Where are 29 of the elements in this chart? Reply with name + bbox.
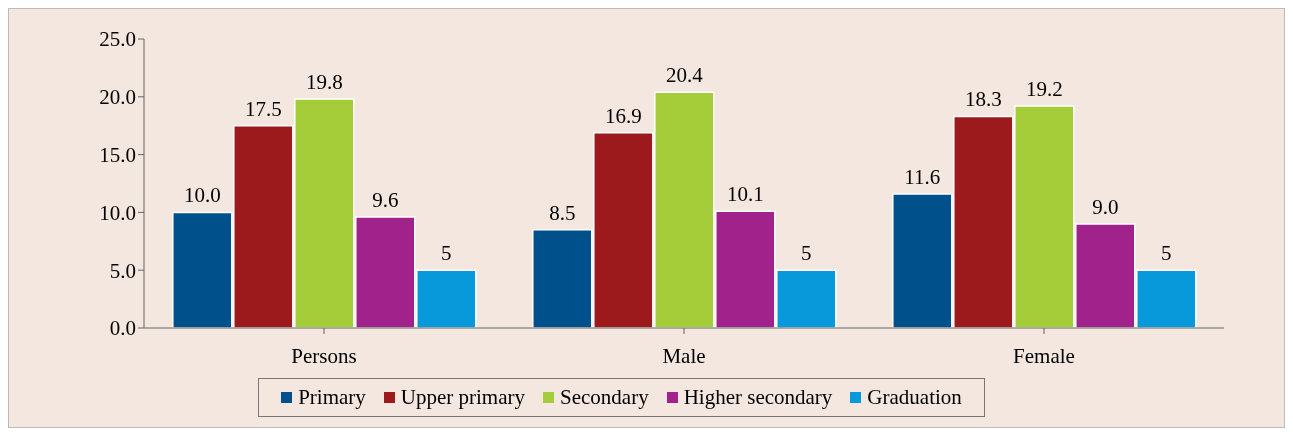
data-label: 9.6 <box>372 188 399 213</box>
data-label: 5 <box>441 241 452 266</box>
legend-label: Secondary <box>559 385 649 410</box>
data-label: 16.9 <box>604 103 642 128</box>
y-tick-label: 15.0 <box>99 143 136 168</box>
legend-label: Upper primary <box>399 385 526 410</box>
legend-label: Higher secondary <box>682 385 833 410</box>
data-label: 9.0 <box>1092 194 1119 219</box>
data-label: 19.8 <box>305 70 343 95</box>
legend-label: Graduation <box>866 385 962 410</box>
y-tick-label: 10.0 <box>99 200 136 225</box>
data-label: 10.0 <box>183 183 221 208</box>
y-tick-label: 25.0 <box>99 27 136 52</box>
x-tick-label: Persons <box>291 343 357 368</box>
legend-label: Primary <box>297 385 366 410</box>
y-tick-label: 5.0 <box>109 258 136 283</box>
data-label: 11.6 <box>904 164 941 189</box>
y-tick-label: 20.0 <box>99 85 136 110</box>
data-label: 10.1 <box>726 182 764 207</box>
data-label: 19.2 <box>1025 77 1063 102</box>
data-label: 20.4 <box>665 63 704 88</box>
y-tick-label: 0.0 <box>109 316 136 341</box>
data-label: 17.5 <box>244 96 282 121</box>
data-label: 5 <box>801 241 812 266</box>
data-label: 18.3 <box>964 87 1002 112</box>
x-tick-label: Female <box>1013 343 1075 368</box>
x-tick-label: Male <box>662 343 706 368</box>
data-label: 5 <box>1161 241 1172 266</box>
data-label: 8.5 <box>549 200 576 225</box>
